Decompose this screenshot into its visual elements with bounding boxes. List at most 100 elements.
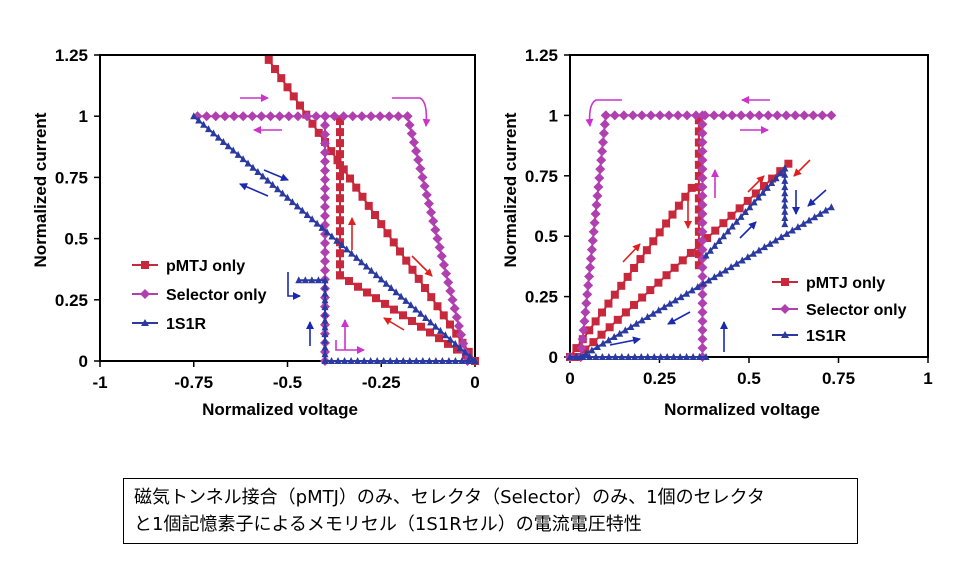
- point-selector-only: [727, 110, 738, 121]
- point-pmtj-only: [408, 265, 417, 274]
- legend-label: pMTJ only: [166, 258, 245, 275]
- x-tick-label: 0.5: [737, 369, 761, 388]
- point-1s1r: [702, 353, 710, 360]
- point-1s1r: [663, 353, 671, 360]
- point-selector-only: [790, 110, 801, 121]
- point-selector-only: [320, 120, 330, 131]
- point-1s1r: [676, 353, 684, 360]
- point-selector-only: [736, 110, 747, 121]
- point-pmtj-only: [336, 117, 344, 126]
- point-1s1r: [582, 349, 590, 357]
- point-selector-only: [718, 110, 729, 121]
- point-selector-only: [681, 110, 692, 121]
- point-selector-only: [423, 198, 434, 209]
- point-pmtj-only: [389, 238, 398, 247]
- point-pmtj-only: [681, 192, 690, 201]
- point-1s1r: [464, 357, 472, 364]
- y-tick-label: 0.25: [55, 291, 88, 310]
- point-selector-only: [365, 111, 376, 122]
- point-selector-only: [598, 128, 609, 139]
- point-1s1r: [715, 237, 723, 245]
- point-selector-only: [592, 190, 603, 201]
- point-pmtj-only: [668, 210, 677, 219]
- point-pmtj-only: [649, 237, 658, 246]
- point-pmtj-only: [372, 294, 380, 303]
- point-1s1r: [727, 263, 735, 271]
- point-1s1r: [234, 150, 242, 158]
- y-tick-label: 0: [79, 352, 88, 371]
- point-1s1r: [776, 169, 784, 177]
- point-1s1r: [655, 306, 663, 314]
- point-pmtj-only: [617, 281, 626, 290]
- point-1s1r: [288, 198, 296, 206]
- point-pmtj-only: [597, 330, 606, 339]
- point-selector-only: [453, 321, 464, 332]
- point-selector-only: [577, 334, 588, 345]
- point-1s1r: [321, 276, 329, 284]
- point-1s1r: [772, 236, 780, 244]
- point-1s1r: [239, 155, 247, 163]
- point-selector-only: [763, 110, 774, 121]
- point-1s1r: [816, 209, 824, 217]
- point-pmtj-only: [638, 293, 647, 302]
- point-pmtj-only: [314, 128, 323, 137]
- point-1s1r: [360, 357, 368, 364]
- x-axis-label-right: Normalized voltage: [664, 400, 820, 419]
- point-pmtj-only: [743, 196, 752, 205]
- point-1s1r: [441, 331, 449, 339]
- x-ticks-left: -1 -0.75 -0.5 -0.25 0: [92, 361, 480, 392]
- point-1s1r: [677, 293, 685, 301]
- x-tick-label: 0: [565, 369, 574, 388]
- point-selector-only: [691, 110, 702, 121]
- point-pmtj-only: [610, 290, 619, 299]
- point-1s1r: [323, 228, 331, 236]
- point-pmtj-only: [336, 260, 344, 269]
- point-1s1r: [269, 180, 277, 188]
- point-1s1r: [763, 183, 771, 191]
- point-1s1r: [397, 292, 405, 300]
- y-tick-label: 1: [79, 107, 88, 126]
- point-selector-only: [697, 244, 708, 255]
- point-1s1r: [367, 266, 375, 274]
- point-1s1r: [749, 249, 757, 257]
- point-1s1r: [301, 276, 309, 284]
- point-1s1r: [284, 193, 291, 201]
- point-selector-only: [654, 110, 665, 121]
- point-selector-only: [415, 163, 426, 174]
- point-pmtj-only: [346, 174, 354, 183]
- point-1s1r: [224, 142, 232, 150]
- point-selector-only: [697, 325, 708, 336]
- point-selector-only: [585, 262, 596, 273]
- point-pmtj-only: [694, 238, 703, 247]
- point-1s1r: [711, 241, 719, 249]
- point-selector-only: [697, 146, 708, 157]
- point-selector-only: [443, 277, 454, 288]
- point-selector-only: [320, 156, 330, 167]
- point-1s1r: [702, 251, 710, 259]
- point-pmtj-only: [377, 220, 386, 229]
- point-selector-only: [697, 217, 708, 228]
- point-1s1r: [768, 179, 776, 187]
- point-1s1r: [610, 333, 618, 341]
- point-pmtj-only: [381, 299, 389, 308]
- point-1s1r: [599, 339, 607, 347]
- point-selector-only: [283, 111, 294, 122]
- point-pmtj-only: [336, 161, 344, 170]
- point-1s1r: [348, 249, 356, 257]
- point-pmtj-only: [336, 249, 344, 258]
- point-1s1r: [334, 357, 342, 364]
- point-selector-only: [428, 216, 439, 227]
- point-1s1r: [259, 172, 267, 180]
- point-1s1r: [422, 314, 430, 322]
- point-1s1r: [737, 212, 745, 220]
- point-selector-only: [375, 111, 386, 122]
- point-1s1r: [321, 343, 329, 351]
- point-selector-only: [598, 137, 609, 148]
- point-pmtj-only: [277, 74, 286, 83]
- point-selector-only: [817, 110, 828, 121]
- point-selector-only: [265, 111, 276, 122]
- point-pmtj-only: [654, 278, 663, 287]
- point-pmtj-only: [296, 101, 304, 110]
- point-1s1r: [781, 220, 789, 228]
- point-1s1r: [621, 326, 629, 334]
